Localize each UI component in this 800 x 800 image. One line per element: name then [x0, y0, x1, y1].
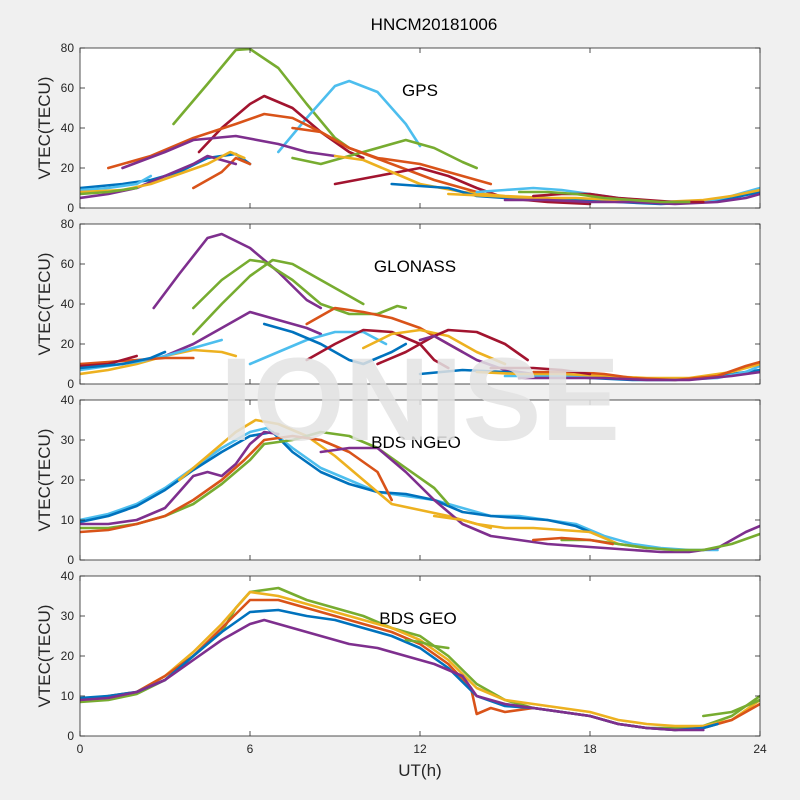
panel-2: 0 10 20 30 40 VTEC(TECU) BDS NGEO — [35, 393, 761, 567]
series-line-5 — [291, 138, 478, 170]
y-tick-label: 0 — [67, 553, 74, 567]
x-tick-label: 18 — [583, 742, 597, 756]
y-tick-label: 60 — [61, 81, 75, 95]
x-tick-label: 24 — [753, 742, 767, 756]
series-line-1 — [80, 590, 760, 728]
series-group — [80, 418, 760, 554]
series-line-1 — [277, 79, 422, 154]
plot-area — [80, 48, 760, 208]
series-group — [80, 586, 760, 732]
y-tick-label: 40 — [61, 569, 75, 583]
series-line-15 — [80, 350, 167, 370]
series-line-3 — [163, 310, 323, 358]
panel-label: GPS — [402, 81, 438, 100]
series-line-14 — [80, 186, 138, 196]
y-tick-label: 80 — [61, 217, 75, 231]
y-tick-label: 60 — [61, 257, 75, 271]
series-line-21 — [489, 366, 592, 376]
panel-label: BDS GEO — [379, 609, 456, 628]
series-line-2 — [177, 418, 648, 550]
panel-0: 0 20 40 60 80 VTEC(TECU) GPS — [35, 41, 761, 215]
series-line-1 — [192, 258, 408, 316]
y-tick-label: 10 — [61, 689, 75, 703]
figure-title: HNCM20181006 — [371, 15, 498, 34]
series-line-2 — [192, 258, 365, 336]
series-line-4 — [80, 618, 705, 732]
series-line-20 — [517, 190, 691, 204]
series-line-2 — [197, 94, 365, 160]
series-line-10 — [418, 334, 535, 376]
y-tick-label: 40 — [61, 297, 75, 311]
y-tick-label: 30 — [61, 433, 75, 447]
series-line-10 — [80, 174, 153, 192]
series-line-8 — [532, 536, 614, 546]
series-line-7 — [333, 166, 592, 206]
series-line-11 — [192, 156, 252, 190]
x-tick-label: 12 — [413, 742, 427, 756]
y-tick-label: 40 — [61, 393, 75, 407]
series-line-6 — [262, 322, 408, 366]
series-line-7 — [305, 328, 450, 370]
series-line-3 — [107, 112, 493, 186]
series-line-14 — [80, 354, 138, 368]
y-tick-label: 20 — [61, 337, 75, 351]
series-line-9 — [432, 514, 493, 530]
y-tick-label: 0 — [67, 201, 74, 215]
y-axis-label: VTEC(TECU) — [35, 605, 54, 708]
series-line-6 — [702, 698, 760, 718]
series-line-20 — [517, 370, 760, 382]
y-axis-label: VTEC(TECU) — [35, 253, 54, 356]
series-line-5 — [404, 638, 450, 650]
panel-3: 0 6 12 18 24 0 10 20 30 40 VTEC(TECU) BDS GEO — [35, 569, 767, 756]
series-line-5 — [248, 330, 388, 366]
panel-label: GLONASS — [374, 257, 456, 276]
y-tick-label: 20 — [61, 161, 75, 175]
panel-label: BDS NGEO — [371, 433, 461, 452]
series-group — [80, 48, 760, 206]
y-tick-label: 0 — [67, 377, 74, 391]
x-axis-label: UT(h) — [398, 761, 441, 780]
y-tick-label: 0 — [67, 729, 74, 743]
series-line-8 — [362, 328, 507, 366]
y-axis-label: VTEC(TECU) — [35, 429, 54, 532]
series-line-4 — [80, 434, 393, 534]
y-tick-label: 80 — [61, 41, 75, 55]
series-line-5 — [80, 430, 280, 526]
series-line-1 — [80, 430, 592, 534]
series-line-6 — [291, 126, 493, 198]
series-line-18 — [503, 192, 760, 206]
series-line-9 — [376, 328, 529, 366]
series-line-0 — [152, 232, 323, 310]
y-tick-label: 20 — [61, 473, 75, 487]
series-line-0 — [172, 48, 351, 150]
plot-area — [80, 576, 760, 736]
y-tick-label: 20 — [61, 649, 75, 663]
plot-area — [80, 400, 760, 560]
series-line-4 — [121, 134, 337, 170]
series-group — [80, 232, 760, 382]
y-axis-label: VTEC(TECU) — [35, 77, 54, 180]
y-tick-label: 10 — [61, 513, 75, 527]
watermark: IONISE — [220, 334, 620, 466]
x-tick-label: 0 — [77, 742, 84, 756]
x-tick-label: 6 — [247, 742, 254, 756]
series-line-12 — [80, 154, 238, 200]
y-tick-label: 30 — [61, 609, 75, 623]
y-tick-label: 40 — [61, 121, 75, 135]
panel-1: 0 20 40 60 80 VTEC(TECU) GLONASS — [35, 217, 761, 391]
